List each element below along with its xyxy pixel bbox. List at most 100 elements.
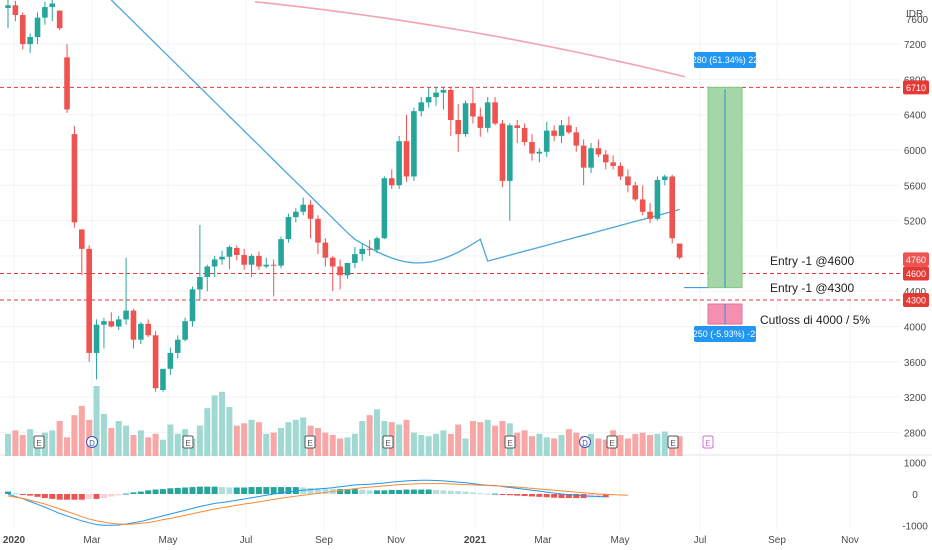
candle (256, 251, 262, 270)
candle-body (189, 289, 196, 322)
candle (49, 0, 56, 22)
price-tick-label: 3200 (904, 393, 927, 404)
earnings-icon (382, 435, 394, 449)
candle (64, 44, 70, 113)
candle-body (403, 141, 410, 177)
price-tag-bg (903, 80, 929, 95)
price-tick-label: 7600 (906, 15, 929, 26)
price-tag-bg (903, 293, 929, 307)
event-marker-future-earnings: E (702, 435, 714, 449)
annotation-entry-1: Entry -1 @4600 (770, 254, 855, 268)
macd-histogram-bar (492, 493, 499, 495)
candle (374, 236, 380, 254)
candle-body (300, 204, 306, 212)
volume-bar (263, 433, 270, 456)
candle-body (470, 103, 476, 117)
candle-body (27, 37, 33, 45)
candle-body (588, 148, 594, 168)
volume-bar (440, 430, 447, 456)
candle (167, 347, 174, 375)
volume-bar (292, 419, 299, 456)
volume-bar (100, 414, 107, 456)
candle (174, 335, 181, 359)
macd-histogram-bar (100, 494, 107, 499)
price-tag-4600: 4600 (903, 266, 929, 281)
volume-bar (447, 433, 454, 456)
candle-body (270, 264, 277, 266)
candle (403, 114, 410, 182)
macd-histogram-bar (536, 494, 543, 497)
macd-histogram-bar (359, 489, 366, 494)
position-boxes[interactable]: 2280 (51.34%) 228 -250 (-5.93%) -25 (684, 52, 763, 342)
volume-bar (248, 419, 255, 456)
volume-bar (152, 433, 159, 456)
volume-bar (115, 421, 122, 456)
candle (293, 208, 299, 223)
candle-body (174, 339, 181, 353)
price-tick-label: 5200 (904, 217, 927, 228)
volume-bar (647, 435, 654, 456)
macd-histogram-bar (573, 494, 580, 499)
volume-bar (71, 415, 78, 456)
candle (470, 88, 476, 124)
candle (669, 174, 675, 244)
candle (5, 0, 11, 29)
candle (138, 322, 144, 345)
volume-bar (359, 421, 366, 456)
macd-histogram-bar (565, 494, 572, 499)
candle (610, 155, 616, 170)
candle (226, 245, 233, 270)
event-marker-earnings: E (182, 435, 194, 449)
candle (632, 181, 639, 202)
candle-body (366, 248, 373, 250)
price-tick-label: 7200 (904, 40, 927, 51)
candle-body (293, 211, 299, 218)
macd-panel[interactable] (5, 479, 628, 526)
macd-histogram-bar (351, 489, 358, 494)
candle-body (359, 248, 366, 255)
macd-histogram-bar (499, 494, 506, 495)
macd-histogram-bar (374, 490, 380, 494)
macd-histogram-bar (255, 487, 262, 494)
volume-bar (528, 436, 535, 456)
candle-body (12, 5, 19, 16)
volume-bar (130, 435, 137, 456)
event-marker-earnings: E (667, 435, 679, 449)
candlesticks[interactable] (5, 0, 683, 392)
volume-bar (211, 395, 218, 456)
candle (536, 148, 543, 163)
event-marker-earnings: E (304, 435, 316, 449)
volume-bar (145, 437, 152, 456)
price-tick-label: 6400 (904, 111, 927, 122)
event-marker-label: E (385, 439, 390, 448)
macd-histogram-bar (469, 492, 476, 494)
candle (219, 250, 225, 265)
candle (625, 169, 631, 193)
candle (580, 139, 587, 186)
volume-bar (167, 424, 174, 456)
candle (514, 120, 521, 143)
candle-body (536, 151, 543, 154)
candle-body (521, 127, 528, 143)
candle-body (211, 259, 218, 267)
candle-body (543, 130, 550, 152)
volume-bar (64, 437, 71, 456)
volume-bar (595, 438, 602, 456)
macd-histogram-bar (130, 492, 137, 494)
candle-body (484, 102, 491, 128)
annotation-entry-2: Entry -1 @4300 (770, 281, 855, 295)
volume-bar (632, 433, 639, 456)
event-marker-label: E (307, 439, 312, 448)
candle (558, 120, 565, 143)
candle-body (418, 102, 425, 112)
candle-body (138, 323, 144, 340)
volume-bar (492, 425, 499, 456)
macd-histogram-bar (19, 494, 26, 495)
candle-body (625, 176, 631, 186)
volume-bar (543, 437, 550, 456)
macd-histogram-bar (433, 489, 440, 494)
candle-body (462, 103, 469, 135)
candle-body (219, 256, 225, 260)
